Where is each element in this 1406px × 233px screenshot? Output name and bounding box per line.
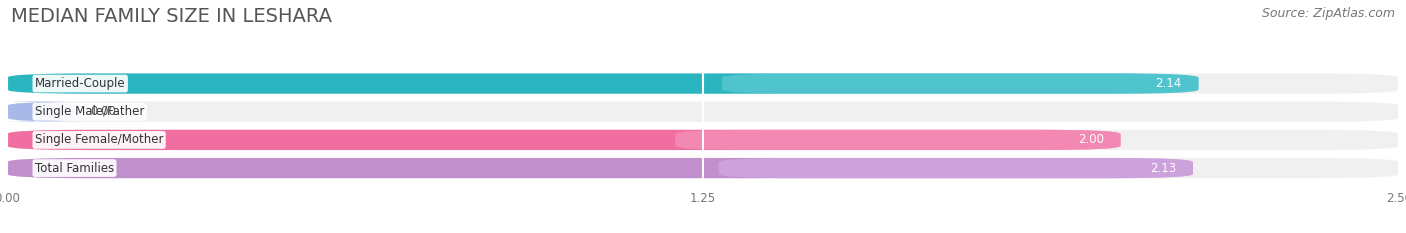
Text: 2.00: 2.00 bbox=[1078, 134, 1104, 146]
Text: Married-Couple: Married-Couple bbox=[35, 77, 125, 90]
FancyBboxPatch shape bbox=[7, 102, 1399, 122]
FancyBboxPatch shape bbox=[721, 73, 1198, 94]
Text: Single Male/Father: Single Male/Father bbox=[35, 105, 145, 118]
FancyBboxPatch shape bbox=[7, 158, 1399, 178]
FancyBboxPatch shape bbox=[7, 73, 1399, 94]
Text: Single Female/Mother: Single Female/Mother bbox=[35, 134, 163, 146]
Text: 2.13: 2.13 bbox=[1150, 161, 1177, 175]
Text: MEDIAN FAMILY SIZE IN LESHARA: MEDIAN FAMILY SIZE IN LESHARA bbox=[11, 7, 332, 26]
FancyBboxPatch shape bbox=[7, 73, 1198, 94]
FancyBboxPatch shape bbox=[675, 130, 1121, 150]
FancyBboxPatch shape bbox=[7, 130, 1399, 150]
Text: 0.00: 0.00 bbox=[90, 105, 117, 118]
FancyBboxPatch shape bbox=[0, 102, 90, 122]
FancyBboxPatch shape bbox=[7, 158, 1192, 178]
Text: Source: ZipAtlas.com: Source: ZipAtlas.com bbox=[1261, 7, 1395, 20]
Text: Total Families: Total Families bbox=[35, 161, 114, 175]
FancyBboxPatch shape bbox=[7, 130, 1121, 150]
Text: 2.14: 2.14 bbox=[1156, 77, 1182, 90]
FancyBboxPatch shape bbox=[718, 158, 1192, 178]
